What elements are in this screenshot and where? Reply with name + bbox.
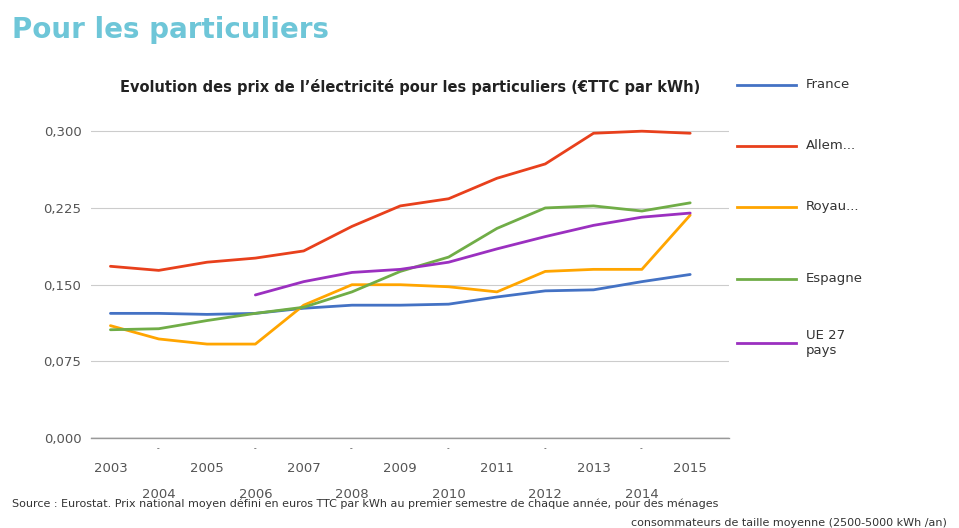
Text: Espagne: Espagne [807,272,863,285]
Text: Royau...: Royau... [807,201,859,213]
Text: 2008: 2008 [336,488,369,501]
Text: UE 27
pays: UE 27 pays [807,329,845,357]
Text: Allem...: Allem... [807,139,856,153]
Text: France: France [807,78,851,91]
Text: 2005: 2005 [190,461,224,475]
Text: 2013: 2013 [576,461,611,475]
Text: 2009: 2009 [384,461,417,475]
Text: consommateurs de taille moyenne (2500-5000 kWh /an): consommateurs de taille moyenne (2500-50… [631,518,947,528]
Text: 2014: 2014 [625,488,659,501]
Text: 2010: 2010 [432,488,465,501]
Text: 2011: 2011 [480,461,514,475]
Text: 2006: 2006 [239,488,272,501]
Text: 2003: 2003 [94,461,128,475]
Text: 2015: 2015 [673,461,707,475]
Text: Source : Eurostat. Prix national moyen défini en euros TTC par kWh au premier se: Source : Eurostat. Prix national moyen d… [12,499,719,510]
Title: Evolution des prix de l’électricité pour les particuliers (€TTC par kWh): Evolution des prix de l’électricité pour… [120,79,700,95]
Text: 2004: 2004 [142,488,175,501]
Text: Pour les particuliers: Pour les particuliers [12,16,330,44]
Text: 2012: 2012 [528,488,562,501]
Text: 2007: 2007 [287,461,320,475]
